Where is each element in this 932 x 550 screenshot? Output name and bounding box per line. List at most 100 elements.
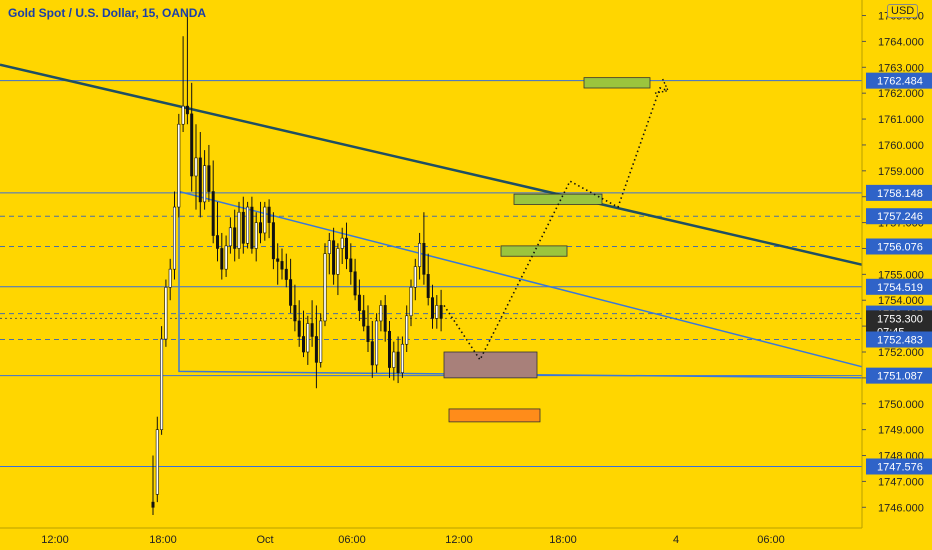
candle-body [435, 305, 439, 319]
price-labels: 1762.484 1758.148 1757.246 1756.076 1754.519… [866, 72, 932, 475]
candle-body [400, 343, 404, 374]
candle-body [177, 123, 181, 208]
current-price-label: 1753.300 [877, 313, 923, 325]
candle-body [258, 222, 262, 234]
candle-body [405, 315, 409, 345]
x-tick-label: 12:00 [445, 534, 473, 546]
y-tick-label: 1750.000 [878, 399, 924, 411]
price-box-1758.148 [866, 184, 932, 201]
candle-body [168, 268, 172, 288]
chart-title: Gold Spot / U.S. Dollar, 15, OANDA [8, 6, 206, 20]
candle-body [160, 338, 164, 430]
x-tick-label: 06:00 [757, 534, 785, 546]
candle-body [353, 271, 357, 296]
candle-body [198, 157, 202, 203]
price-box-1752.483 [866, 331, 932, 348]
price-box-1756.076 [866, 238, 932, 255]
x-tick-label: 4 [673, 534, 679, 546]
range-support-line [178, 191, 871, 379]
candle-body [173, 206, 177, 270]
price-box-1757.246 [866, 208, 932, 225]
zones [443, 77, 651, 423]
price-label-1757.246: 1757.246 [877, 211, 923, 223]
candle-body [327, 240, 331, 254]
candle-body [310, 323, 314, 337]
price-label-1754.519: 1754.519 [877, 282, 923, 294]
candle-body [375, 320, 379, 366]
candle-body [392, 351, 396, 368]
candle-body [314, 336, 318, 363]
candle-body [409, 286, 413, 317]
green-zone-mid [513, 193, 603, 205]
candle-body [439, 305, 443, 319]
candle-body [203, 165, 207, 203]
candle-body [164, 286, 168, 340]
purple-zone [443, 351, 538, 379]
candle-body [220, 248, 224, 270]
candle-body [387, 330, 391, 368]
candle-body [336, 248, 340, 275]
candle-body [362, 310, 366, 327]
price-label-1752.483: 1752.483 [877, 334, 923, 346]
candle-body [366, 325, 370, 342]
candle-body [250, 206, 254, 249]
x-tick-label: 18:00 [149, 534, 177, 546]
candle-body [263, 206, 267, 234]
price-label-1756.076: 1756.076 [877, 242, 923, 254]
candle-body [332, 240, 336, 275]
candle-body [344, 237, 348, 260]
y-tick-label: 1761.000 [878, 114, 924, 126]
candle-body [271, 222, 275, 260]
candle-body [155, 429, 159, 495]
candle-body [340, 237, 344, 249]
y-tick-label: 1760.000 [878, 140, 924, 152]
candle-body [418, 242, 422, 267]
y-tick-label: 1759.000 [878, 166, 924, 178]
candle-body [413, 266, 417, 288]
y-tick-label: 1754.000 [878, 295, 924, 307]
y-tick-label: 1764.000 [878, 36, 924, 48]
candle-body [224, 245, 228, 270]
candle-body [276, 258, 280, 262]
symbol-title: Gold Spot / U.S. Dollar, 15, OANDA [8, 6, 207, 20]
candle-body [181, 105, 185, 125]
y-tick-label: 1763.000 [878, 62, 924, 74]
horizontal-lines [0, 80, 862, 468]
candle-body [319, 320, 323, 363]
candle-body [246, 206, 250, 244]
candle-body [357, 294, 361, 311]
candle-body [349, 258, 353, 273]
x-tick-label: 18:00 [549, 534, 577, 546]
descending-trendline [0, 63, 871, 268]
candle-body [289, 279, 293, 306]
candle-body [211, 191, 215, 236]
inner-trendline [178, 190, 871, 370]
candle-body [280, 261, 284, 270]
candle-body [323, 253, 327, 322]
candle-body [293, 305, 297, 322]
currency-badge[interactable]: USD [887, 4, 919, 18]
y-tick-label: 1752.000 [878, 347, 924, 359]
green-zone-target [583, 77, 651, 89]
price-label-1751.087: 1751.087 [877, 371, 923, 383]
green-zone-low [500, 245, 568, 257]
projection-path [443, 77, 670, 362]
candle-body [306, 323, 310, 353]
candle-body [301, 336, 305, 353]
candle-body [422, 242, 426, 275]
price-box-1751.087 [866, 367, 932, 384]
candle-body [430, 297, 434, 319]
candle-body [297, 320, 301, 337]
projection-arrow-head [654, 77, 670, 94]
candle-body [207, 165, 211, 192]
x-tick-label: 06:00 [338, 534, 366, 546]
y-tick-label: 1747.000 [878, 476, 924, 488]
candle-body [233, 227, 237, 249]
time-axis: 12:00 18:00 Oct 06:00 12:00 18:00 4 06:00 [41, 534, 785, 546]
y-tick-label: 1746.000 [878, 502, 924, 514]
price-box-1754.519 [866, 278, 932, 295]
candle-body [228, 227, 232, 247]
candle-body [237, 211, 241, 249]
candle-body [185, 105, 189, 115]
